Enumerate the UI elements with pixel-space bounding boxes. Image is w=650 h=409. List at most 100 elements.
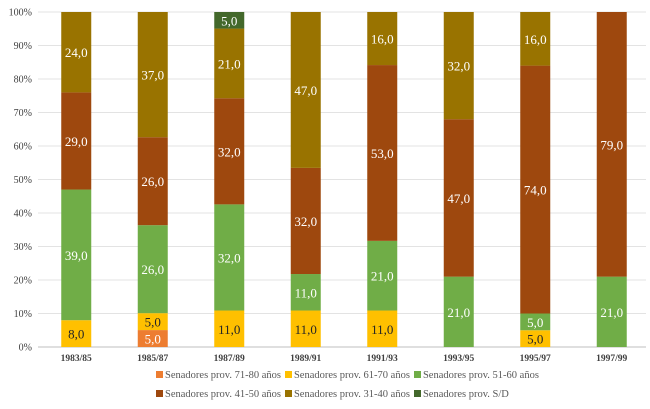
data-label: 79,0 [600, 137, 623, 152]
data-label: 21,0 [600, 305, 623, 320]
bar-segment [214, 310, 245, 347]
y-tick-label: 0% [19, 343, 32, 354]
bar-segment [520, 12, 551, 66]
legend-label: Senadores prov. 51-60 años [422, 370, 539, 381]
bar-segment [214, 204, 245, 311]
x-tick-label: 1993/95 [443, 354, 474, 364]
bar-segment [367, 65, 398, 241]
bar-segment [137, 225, 168, 314]
data-label: 5,0 [145, 315, 161, 330]
bar-segment [290, 167, 321, 275]
data-label: 21,0 [371, 269, 394, 284]
legend-item: Senadores prov. 41-50 años [156, 389, 281, 400]
legend-row: Senadores prov. 71-80 años Senadores prov… [0, 370, 650, 381]
data-label: 53,0 [371, 146, 394, 161]
x-tick-label: 1989/91 [290, 354, 321, 364]
data-label: 32,0 [447, 59, 470, 74]
y-tick-label: 80% [14, 75, 32, 86]
bar-segment [520, 65, 551, 314]
bar-segment [596, 12, 627, 277]
legend-item: Senadores prov. 71-80 años [156, 370, 281, 381]
x-tick-label: 1997/99 [596, 354, 627, 364]
data-label: 32,0 [218, 144, 241, 159]
y-tick-label: 30% [14, 242, 32, 253]
data-label: 5,0 [527, 332, 543, 347]
data-label: 74,0 [524, 183, 547, 198]
data-label: 8,0 [68, 327, 84, 342]
bar-segment [290, 274, 321, 311]
data-label: 32,0 [294, 214, 317, 229]
y-tick-label: 70% [14, 108, 32, 119]
bar-segment [137, 313, 168, 331]
legend-item: Senadores prov. 61-70 años [284, 370, 410, 381]
legend-swatch [413, 390, 421, 397]
data-label: 11,0 [371, 322, 393, 337]
bar-segment [137, 12, 168, 138]
data-label: 39,0 [65, 248, 88, 263]
y-tick-label: 10% [14, 309, 32, 320]
data-label: 29,0 [65, 134, 88, 149]
data-label: 5,0 [145, 332, 161, 347]
bar-segment [367, 12, 398, 66]
bar-segment [214, 28, 245, 99]
y-tick-label: 60% [14, 142, 32, 153]
data-label: 26,0 [141, 262, 164, 277]
data-label: 16,0 [524, 32, 547, 47]
bar-segment [520, 330, 551, 347]
bar-segment [61, 189, 92, 321]
bar-segment [61, 92, 92, 190]
x-tick-label: 1985/87 [137, 354, 168, 364]
bar-segment [61, 12, 92, 93]
bar-segment [443, 119, 474, 277]
legend-label: Senadores prov. 71-80 años [165, 370, 281, 381]
data-label: 11,0 [295, 322, 317, 337]
data-label: 11,0 [295, 285, 317, 300]
bar-segment [596, 276, 627, 347]
legend-swatch [413, 371, 421, 378]
bar-segment [290, 12, 321, 168]
y-tick-label: 100% [9, 8, 32, 19]
bar-segment [137, 330, 168, 347]
x-tick-label: 1987/89 [214, 354, 245, 364]
bar-segment [367, 240, 398, 311]
y-tick-label: 50% [14, 175, 32, 186]
x-tick-label: 1991/93 [367, 354, 398, 364]
data-label: 21,0 [218, 56, 241, 71]
data-label: 47,0 [447, 191, 470, 206]
legend-swatch [284, 371, 292, 378]
legend-item: Senadores prov. 51-60 años [413, 370, 539, 381]
bar-segment [443, 276, 474, 347]
bar-segment [290, 310, 321, 347]
bar-segment [61, 320, 92, 347]
legend-label: Senadores prov. 61-70 años [293, 370, 410, 381]
data-label: 5,0 [221, 13, 237, 28]
data-label: 16,0 [371, 32, 394, 47]
bar-segment [214, 12, 245, 29]
legend-item: Senadores prov. 31-40 años [284, 389, 410, 400]
legend-label: Senadores prov. S/D [422, 389, 509, 400]
bar-segment [214, 98, 245, 205]
bar-segment [367, 310, 398, 347]
data-label: 21,0 [447, 305, 470, 320]
data-label: 5,0 [527, 315, 543, 330]
data-label: 37,0 [141, 68, 164, 83]
legend-swatch [284, 390, 292, 397]
data-label: 11,0 [218, 322, 240, 337]
bar-segment [520, 313, 551, 331]
bar-segment [137, 137, 168, 226]
y-tick-label: 20% [14, 276, 32, 287]
legend-swatch [156, 390, 163, 397]
legend-swatch [156, 371, 163, 378]
legend-label: Senadores prov. 41-50 años [165, 389, 281, 400]
x-tick-label: 1983/85 [61, 354, 92, 364]
x-tick-label: 1995/97 [520, 354, 551, 364]
data-label: 47,0 [294, 83, 317, 98]
legend-item: Senadores prov. S/D [413, 389, 509, 400]
y-tick-label: 40% [14, 209, 32, 220]
bar-segment [443, 12, 474, 120]
legend-label: Senadores prov. 31-40 años [293, 389, 410, 400]
data-label: 32,0 [218, 250, 241, 265]
legend-row: Senadores prov. 41-50 años Senadores prov… [0, 389, 650, 400]
data-label: 26,0 [141, 174, 164, 189]
